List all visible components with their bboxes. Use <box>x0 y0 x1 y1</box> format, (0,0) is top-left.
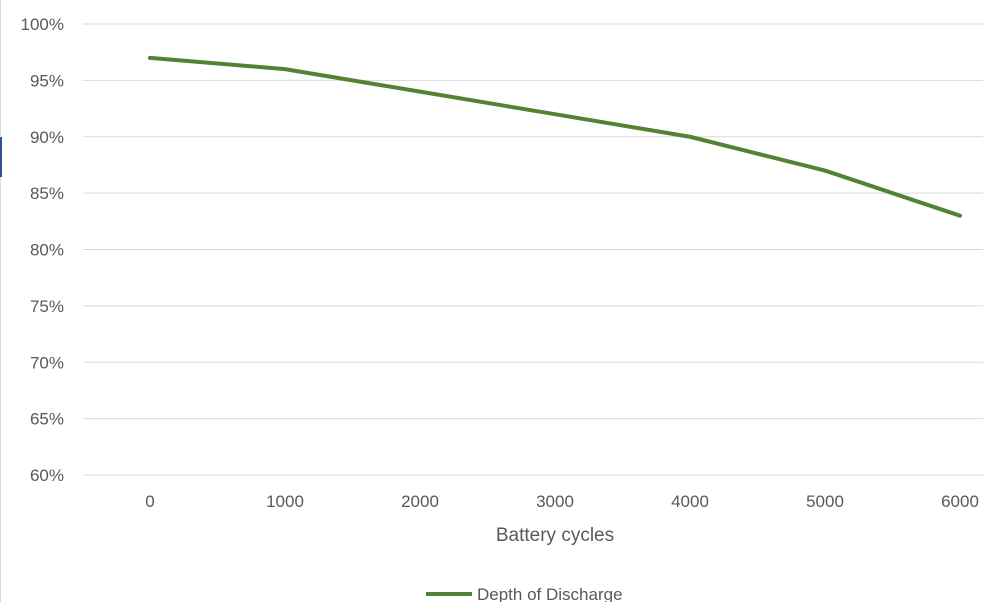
y-tick-label-75: 75% <box>30 297 64 316</box>
x-tick-label-1000: 1000 <box>266 492 304 511</box>
y-tick-label-85: 85% <box>30 184 64 203</box>
x-tick-label-6000: 6000 <box>941 492 979 511</box>
gridlines <box>83 23 983 476</box>
y-tick-label-60: 60% <box>30 466 64 485</box>
selection-marker <box>0 137 2 177</box>
x-axis-tick-labels: 0 1000 2000 3000 4000 5000 6000 <box>145 492 979 511</box>
y-tick-label-90: 90% <box>30 128 64 147</box>
x-axis-title: Battery cycles <box>496 525 614 546</box>
y-tick-label-70: 70% <box>30 353 64 372</box>
x-tick-label-2000: 2000 <box>401 492 439 511</box>
window-edge <box>0 0 1 602</box>
x-tick-label-0: 0 <box>145 492 154 511</box>
y-axis-tick-labels: 60% 65% 70% 75% 80% 85% 90% 95% 100% <box>21 15 64 485</box>
y-tick-label-100: 100% <box>21 15 64 34</box>
legend: Depth of Discharge <box>426 585 623 602</box>
x-tick-label-5000: 5000 <box>806 492 844 511</box>
x-tick-label-3000: 3000 <box>536 492 574 511</box>
legend-label-depth-of-discharge: Depth of Discharge <box>477 585 623 602</box>
y-tick-label-80: 80% <box>30 241 64 260</box>
y-tick-label-65: 65% <box>30 410 64 429</box>
x-tick-label-4000: 4000 <box>671 492 709 511</box>
series-layer <box>148 55 962 218</box>
y-tick-label-95: 95% <box>30 71 64 90</box>
